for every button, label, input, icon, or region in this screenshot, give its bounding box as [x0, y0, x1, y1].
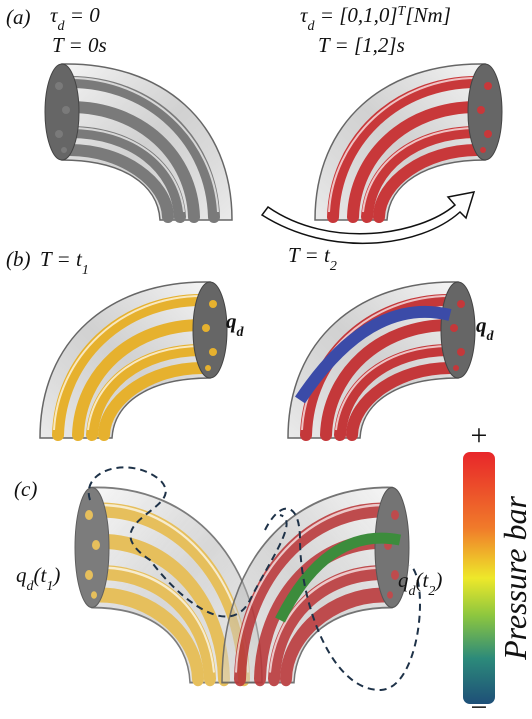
panel-label: (b) [6, 247, 31, 271]
torque-label: τd = 0 [50, 3, 100, 34]
time-label: T = 0s [52, 33, 107, 57]
q-label: qd [226, 309, 245, 340]
text-segment: q [16, 563, 27, 587]
text-segment: d [487, 329, 495, 344]
time-label: T = t1 [40, 247, 89, 278]
text-segment: q [476, 313, 487, 337]
text-segment: [Nm] [405, 3, 451, 27]
elbow-b-right [288, 282, 475, 438]
text-segment: (b) [6, 247, 31, 271]
text-segment: 2 [428, 584, 435, 599]
text-segment: 2 [330, 259, 337, 274]
text-segment: 1 [82, 263, 89, 278]
pressure-bar [463, 452, 495, 704]
text-segment: = 0 [65, 3, 101, 27]
text-segment: ) [434, 568, 442, 592]
text-segment: q [226, 309, 237, 333]
panel-label: (c) [14, 477, 37, 501]
text-segment: ) [52, 563, 60, 587]
bar-title: Pressure bar [497, 496, 532, 661]
text-segment: T = t [288, 243, 331, 267]
elbow-a-left [45, 64, 232, 220]
text-segment: (a) [6, 5, 31, 29]
q-label: qd(t1) [16, 563, 60, 594]
text-segment: T = [1,2]s [318, 33, 405, 57]
elbow-a-right [315, 64, 502, 220]
text-segment: = [0,1,0] [315, 3, 398, 27]
bar-min: − [471, 691, 488, 719]
torque-label: τd = [0,1,0]T[Nm] [300, 3, 451, 34]
q-label: qd [476, 313, 495, 344]
text-segment: T = t [40, 247, 83, 271]
elbow-b-left [40, 282, 227, 438]
elbow-c-right [222, 487, 409, 682]
panel-label: (a) [6, 5, 31, 29]
figure: + − Pressure bar (a) τd = 0 T = 0s τd = … [0, 0, 532, 719]
text-segment: d [237, 325, 245, 340]
time-label: T = t2 [288, 243, 337, 274]
bar-max: + [471, 419, 488, 452]
text-segment: (c) [14, 477, 37, 501]
text-segment: q [398, 568, 409, 592]
time-label: T = [1,2]s [318, 33, 405, 57]
text-segment: T = 0s [52, 33, 107, 57]
text-segment: 1 [46, 579, 53, 594]
